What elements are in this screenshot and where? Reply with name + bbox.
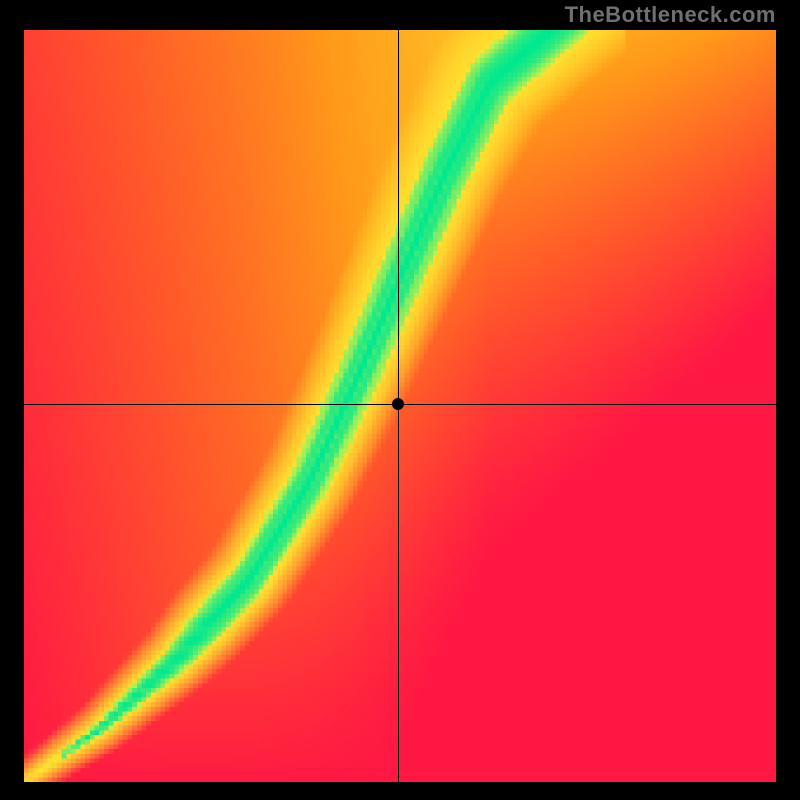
watermark-text: TheBottleneck.com xyxy=(565,2,776,28)
outer-frame: TheBottleneck.com xyxy=(0,0,800,800)
marker-dot xyxy=(392,398,404,410)
heatmap-plot xyxy=(24,30,776,782)
